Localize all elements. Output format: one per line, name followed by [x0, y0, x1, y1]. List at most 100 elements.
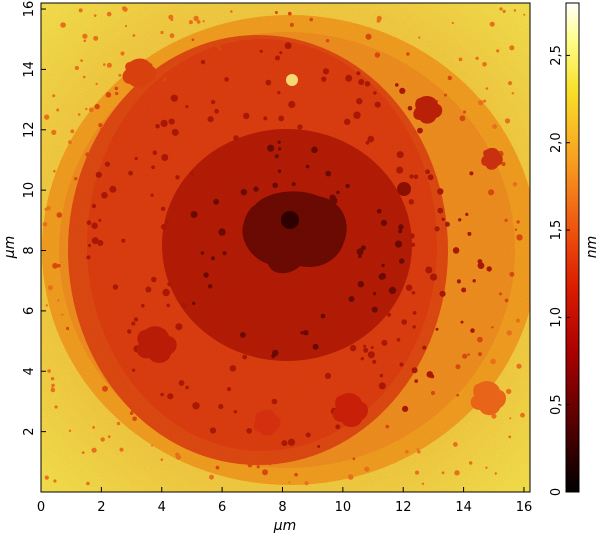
pit	[363, 347, 369, 353]
pit	[305, 164, 310, 169]
x-axis: 0 2 4 6 8 10 12 14 16	[37, 487, 532, 515]
pit	[394, 240, 403, 248]
pit	[467, 231, 472, 236]
pit	[499, 7, 503, 11]
pit	[401, 319, 408, 325]
pit	[145, 286, 152, 293]
pit	[370, 346, 374, 349]
pit	[272, 182, 279, 189]
pit	[167, 393, 174, 400]
pit	[171, 128, 179, 136]
afm-height-map	[41, 3, 530, 492]
pit	[168, 427, 174, 433]
y-tick-label: 14	[22, 61, 37, 78]
pit	[127, 329, 132, 334]
pit	[45, 304, 48, 307]
pit	[103, 63, 106, 66]
pit	[396, 151, 404, 159]
pit	[294, 472, 298, 477]
pit	[422, 345, 427, 350]
pit	[469, 171, 474, 176]
pit	[224, 77, 229, 82]
pit	[277, 140, 281, 144]
pit	[169, 33, 175, 39]
colorbar-axis: 0 0,5 1,0 1,5 2,0 2,5	[549, 45, 570, 496]
pit	[407, 105, 413, 111]
pit	[240, 332, 246, 338]
pit	[132, 416, 137, 422]
pit	[441, 471, 445, 475]
x-tick-label: 0	[37, 500, 45, 515]
pit	[413, 174, 419, 180]
pit	[411, 367, 418, 374]
pit	[53, 169, 56, 173]
pit	[312, 343, 319, 350]
pit	[399, 258, 405, 264]
y-tick-label: 16	[22, 1, 37, 18]
pit	[181, 302, 187, 308]
pit	[412, 311, 417, 315]
pit	[322, 68, 330, 75]
pit	[256, 465, 260, 469]
pit	[467, 353, 470, 356]
pit	[364, 466, 370, 472]
pit	[399, 362, 404, 367]
pit	[192, 402, 200, 410]
pit	[265, 79, 272, 86]
pit	[162, 288, 170, 297]
pit	[491, 413, 497, 419]
pit	[489, 21, 495, 27]
pit	[502, 9, 506, 13]
pit	[344, 118, 351, 126]
pit	[98, 218, 102, 222]
pit	[116, 421, 121, 426]
pit	[321, 76, 327, 82]
pit	[141, 303, 145, 308]
pit	[175, 323, 183, 331]
pit	[291, 182, 296, 187]
pit	[114, 86, 119, 91]
pit	[121, 238, 126, 243]
pit	[335, 424, 341, 430]
pit	[421, 482, 425, 485]
pit	[496, 49, 500, 53]
pit	[57, 263, 61, 268]
pit	[160, 64, 165, 69]
pit	[427, 174, 434, 181]
pit	[74, 65, 79, 71]
pit	[430, 374, 435, 379]
pit	[246, 428, 252, 434]
pit	[110, 366, 114, 371]
pit	[491, 326, 494, 329]
pit	[374, 52, 381, 58]
pit	[152, 150, 158, 155]
pit	[408, 199, 414, 205]
pit	[100, 437, 105, 442]
pit	[287, 438, 296, 446]
pit	[360, 357, 364, 361]
colorbar	[565, 2, 580, 493]
pit	[303, 330, 309, 336]
pit	[175, 454, 182, 460]
pit	[191, 38, 195, 41]
pit	[46, 206, 51, 211]
pit	[217, 46, 222, 51]
pit	[516, 234, 523, 241]
pit	[523, 13, 526, 16]
pit	[469, 461, 473, 465]
pit	[304, 481, 309, 486]
pit	[411, 242, 416, 247]
pit	[356, 248, 364, 256]
pit	[378, 382, 386, 390]
colorbar-tick-label: 1,0	[549, 307, 564, 328]
pit	[89, 107, 94, 113]
pit	[233, 135, 239, 141]
pit	[367, 135, 375, 143]
pit	[253, 186, 259, 192]
pit	[414, 379, 419, 383]
pit	[95, 82, 98, 86]
pit	[504, 218, 508, 222]
pit	[263, 451, 269, 456]
pit	[288, 481, 291, 484]
